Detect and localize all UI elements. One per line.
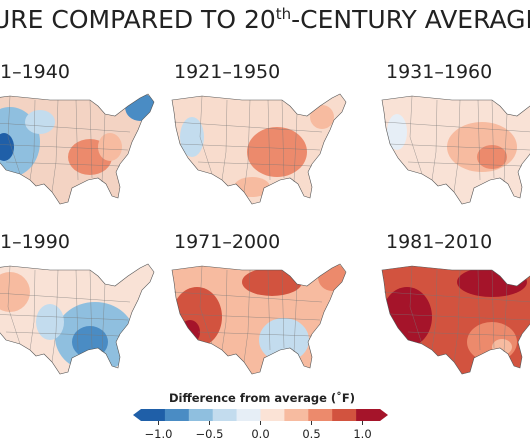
colorbar-bin (236, 409, 261, 421)
colorbar-bin (164, 409, 190, 421)
panel-label: 1921–1950 (174, 61, 280, 83)
colorbar-end (133, 409, 141, 421)
colorbar-bin (356, 409, 381, 421)
colorbar-tick-label: 0.0 (251, 427, 269, 441)
colorbar: −1.0 −0.5 0.0 0.5 1.0 (133, 409, 388, 441)
panel-label: 1–1940 (0, 61, 70, 83)
colorbar-end (380, 409, 388, 421)
colorbar-bin (188, 409, 213, 421)
panel-label: 1–1990 (0, 231, 70, 253)
map (0, 93, 155, 205)
panel-label: 1931–1960 (386, 61, 492, 83)
colorbar-bin (284, 409, 309, 421)
colorbar-tick-label: −0.5 (196, 427, 224, 441)
map (171, 93, 347, 205)
colorbar-bin (332, 409, 357, 421)
colorbar-tick-label: −1.0 (145, 427, 173, 441)
colorbar-tick-label: 0.5 (302, 427, 320, 441)
colorbar-tick-label: 1.0 (353, 427, 371, 441)
colorbar-bin (141, 409, 166, 421)
colorbar-bin (308, 409, 333, 421)
panel-label: 1981–2010 (386, 231, 492, 253)
map (171, 263, 347, 375)
colorbar-bin (212, 409, 237, 421)
title: URE COMPARED TO 20th-CENTURY AVERAGE (0, 5, 530, 34)
map (381, 263, 530, 375)
legend-title: Difference from average (˚F) (169, 390, 355, 405)
panel-label: 1971–2000 (174, 231, 280, 253)
map (0, 263, 155, 375)
map (381, 93, 530, 205)
colorbar-bin (260, 409, 285, 421)
